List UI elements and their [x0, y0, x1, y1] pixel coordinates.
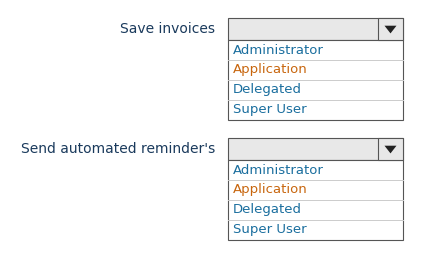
Bar: [228, 18, 403, 40]
Text: Administrator: Administrator: [233, 43, 324, 57]
Text: Application: Application: [233, 64, 308, 76]
Text: Application: Application: [233, 184, 308, 196]
Text: Super User: Super User: [233, 103, 306, 117]
Bar: [378, 138, 403, 160]
Text: Send automated reminder's: Send automated reminder's: [21, 142, 215, 156]
Text: Administrator: Administrator: [233, 163, 324, 177]
Polygon shape: [384, 26, 397, 34]
Text: Delegated: Delegated: [233, 84, 302, 96]
Text: Delegated: Delegated: [233, 203, 302, 217]
Text: Save invoices: Save invoices: [120, 22, 215, 36]
Bar: [378, 18, 403, 40]
Text: Super User: Super User: [233, 224, 306, 236]
Bar: [228, 160, 403, 240]
Polygon shape: [384, 146, 397, 153]
Bar: [228, 40, 403, 120]
Bar: [228, 138, 403, 160]
